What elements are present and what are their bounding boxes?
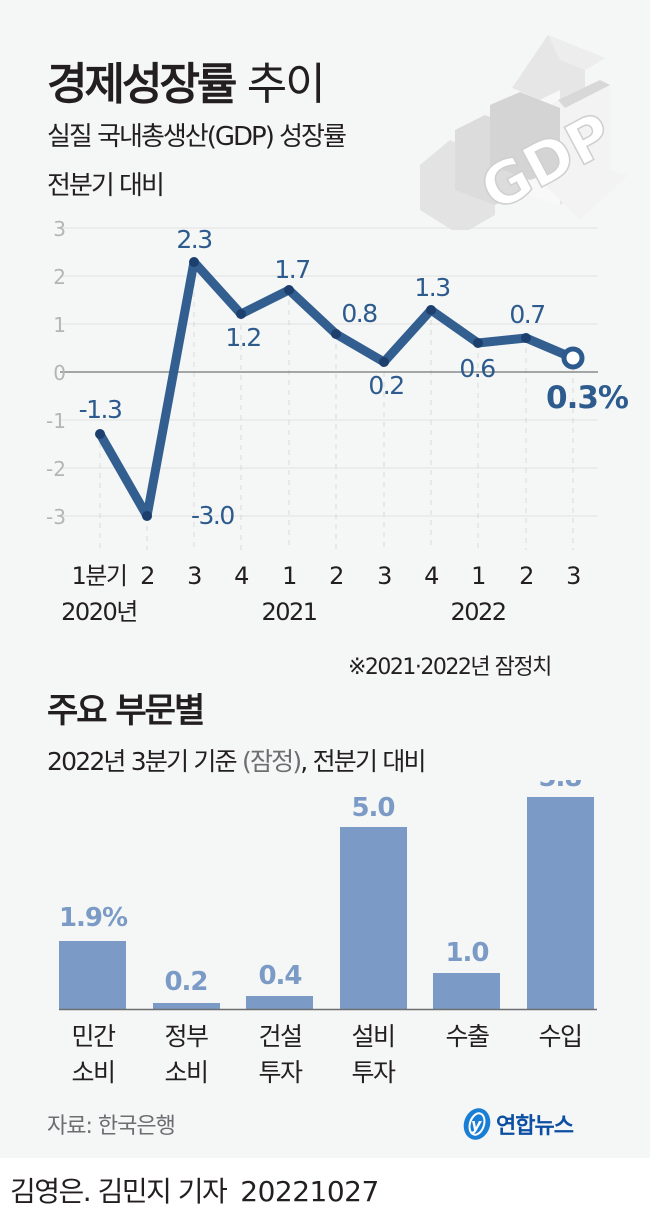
svg-text:2020년: 2020년 [61,598,137,626]
svg-text:1분기: 1분기 [72,562,127,590]
data-points [95,257,531,521]
svg-text:수입: 수입 [538,1022,581,1051]
byline: 김영은. 김민지 기자 20221027 [10,1170,379,1210]
svg-text:1.2: 1.2 [225,323,260,352]
latest-point-marker [561,346,585,370]
svg-text:3: 3 [377,562,391,590]
line-chart: 3 2 1 0 -1 -2 -3 -1.3 -3.0 2.3 1.2 1.7 0… [46,217,630,626]
vertical-guides [99,262,574,550]
bar-exports [433,973,500,1009]
x-axis-years: 2020년 2021 2022 [61,598,507,626]
svg-text:5.8: 5.8 [538,780,581,793]
svg-text:설비: 설비 [351,1022,394,1051]
svg-text:-3.0: -3.0 [191,501,234,530]
svg-text:투자: 투자 [351,1058,396,1087]
bar-imports [527,797,594,1009]
svg-text:2: 2 [519,562,533,590]
bar-category-labels: 민간 소비 정부 소비 건설 투자 설비 투자 수출 수입 [71,1022,583,1087]
x-axis-ticks: 1분기 2 3 4 1 2 3 4 1 2 3 [72,562,582,590]
bar-construction-investment [246,996,313,1009]
svg-text:2022: 2022 [450,598,505,626]
svg-text:4: 4 [234,562,248,590]
yonhap-logo-text: 연합뉴스 [496,1114,574,1139]
svg-text:1: 1 [282,562,296,590]
latest-value-label: 0.3% [546,380,629,416]
bar-value-labels: 1.9% 0.2 0.4 5.0 1.0 5.8 [59,780,583,997]
svg-text:2.3: 2.3 [176,225,211,254]
svg-text:-1.3: -1.3 [79,395,122,424]
svg-text:0.7: 0.7 [509,300,544,329]
svg-text:0.8: 0.8 [341,299,377,328]
svg-text:투자: 투자 [258,1058,303,1087]
svg-text:2: 2 [140,562,154,590]
publish-date: 20221027 [240,1175,379,1208]
svg-text:y: y [471,1115,482,1134]
svg-text:2: 2 [53,265,66,289]
gdp-3d-arrow-icon: GDP [420,35,628,230]
svg-text:-1: -1 [46,409,66,433]
svg-text:정부: 정부 [164,1022,208,1051]
svg-text:건설: 건설 [258,1022,301,1051]
svg-text:1: 1 [53,313,66,337]
y-axis-ticks: 3 2 1 0 -1 -2 -3 [46,217,66,529]
unit-label: 전분기 대비 [47,171,165,201]
bar-government-consumption [153,1003,220,1009]
svg-text:1.3: 1.3 [414,273,449,302]
svg-text:민간: 민간 [71,1022,116,1051]
svg-text:0.2: 0.2 [164,967,207,997]
svg-text:0.2: 0.2 [368,371,403,400]
source-label: 자료: 한국은행 [47,1114,176,1139]
svg-text:3: 3 [53,217,66,241]
svg-text:1.7: 1.7 [274,255,309,284]
bar-chart: 1.9% 0.2 0.4 5.0 1.0 5.8 민간 소비 정부 소비 건설 … [59,780,597,1087]
title-bold: 경제성장률 [47,59,237,110]
svg-text:-3: -3 [46,505,66,529]
svg-text:2: 2 [329,562,343,590]
svg-text:소비: 소비 [164,1058,207,1087]
section-subtitle: 2022년 3분기 기준 (잠정), 전분기 대비 [47,747,427,776]
bar-private-consumption [59,941,126,1009]
provisional-note: ※2021·2022년 잠정치 [348,655,552,680]
svg-text:0.6: 0.6 [459,354,495,383]
title-light: 추이 [246,59,326,110]
svg-text:4: 4 [424,562,438,590]
svg-text:1.9%: 1.9% [59,903,128,933]
yonhap-logo: y 연합뉴스 [462,1106,574,1142]
svg-text:1: 1 [471,562,485,590]
section-title: 주요 부문별 [47,691,205,731]
svg-text:5.0: 5.0 [351,793,394,823]
yonhap-globe-icon: y [463,1108,491,1140]
bar-facility-investment [340,827,407,1009]
page-title: 경제성장률 추이 [47,48,326,112]
data-labels: -1.3 -3.0 2.3 1.2 1.7 0.8 0.2 1.3 0.6 0.… [79,225,547,530]
svg-text:수출: 수출 [445,1022,489,1051]
svg-text:0: 0 [53,361,66,385]
svg-text:-2: -2 [46,457,66,481]
reporter-names: 김영은. 김민지 기자 [10,1175,228,1208]
svg-text:3: 3 [187,562,201,590]
svg-text:3: 3 [566,562,580,590]
svg-text:2021: 2021 [261,598,316,626]
svg-text:소비: 소비 [71,1058,114,1087]
chart-subtitle: 실질 국내총생산(GDP) 성장률 [47,122,347,152]
svg-text:0.4: 0.4 [258,961,301,991]
svg-text:1.0: 1.0 [445,938,488,968]
bars [59,797,594,1009]
